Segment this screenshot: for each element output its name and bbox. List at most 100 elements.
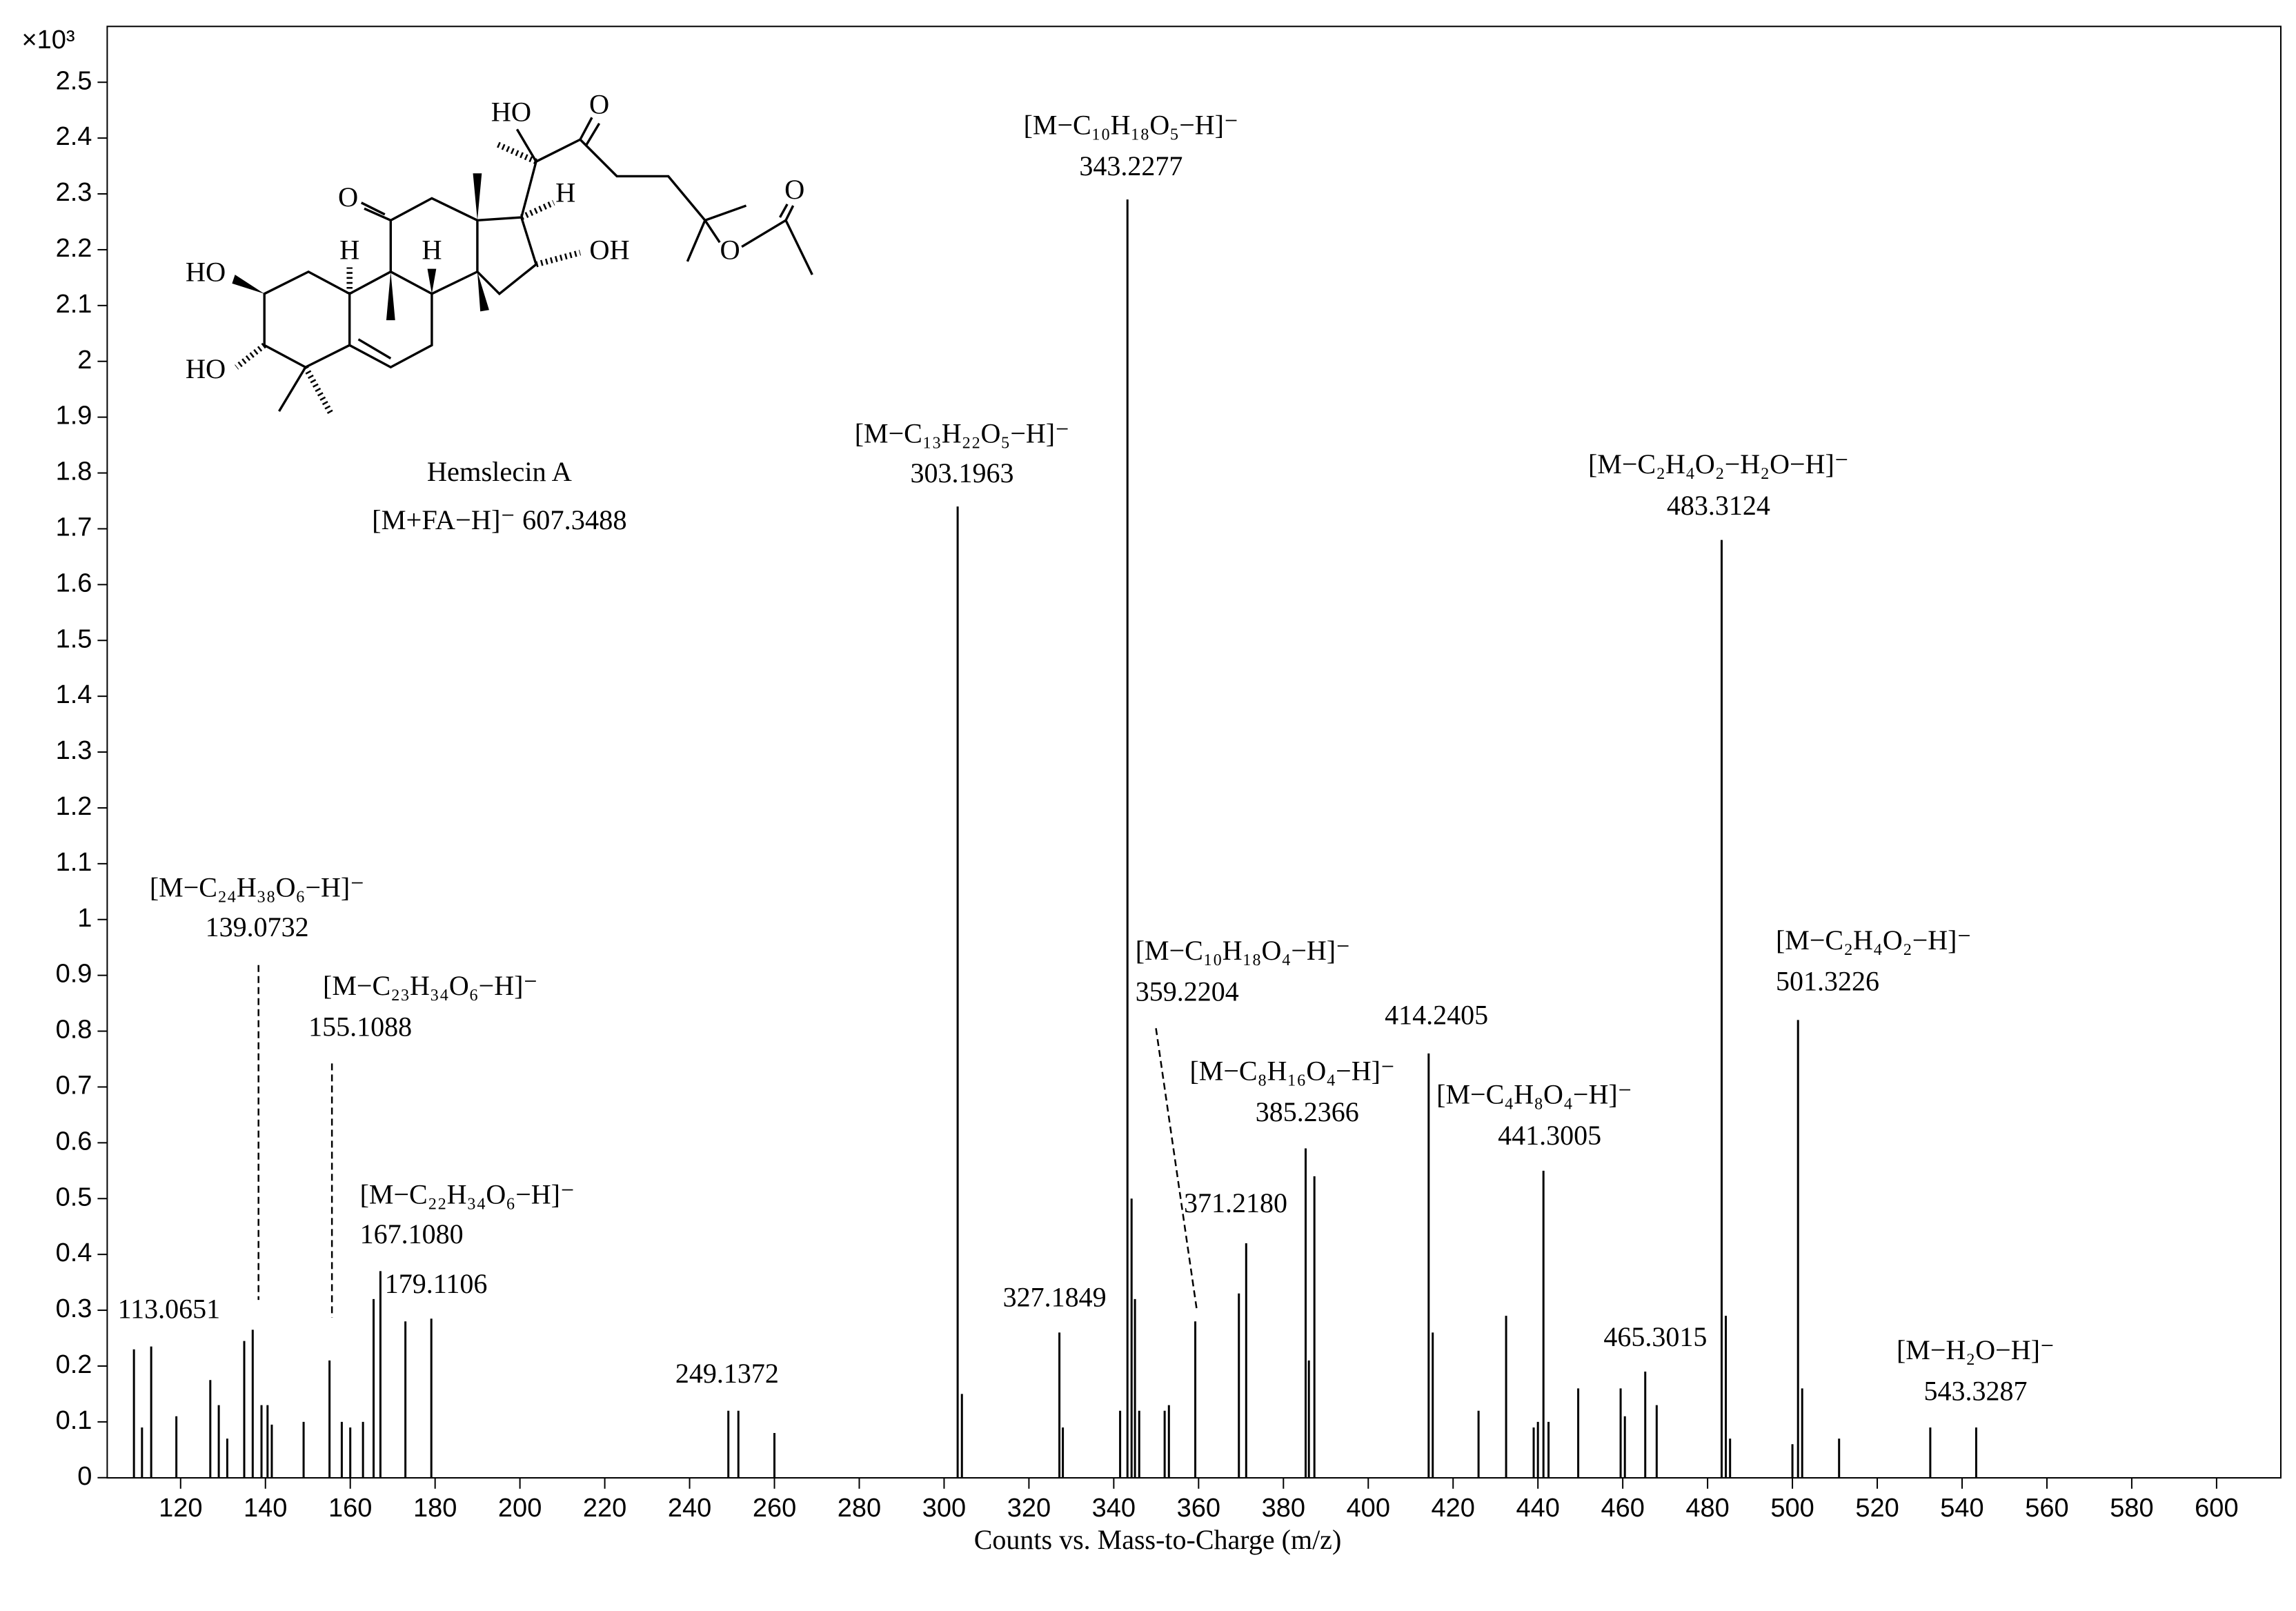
x-tick-label: 140 (244, 1494, 287, 1523)
atom-label: H (339, 234, 359, 265)
x-tick-label: 560 (2025, 1494, 2068, 1523)
y-tick-label: 1.4 (56, 680, 92, 709)
x-tick-label: 440 (1516, 1494, 1559, 1523)
peak-label: 543.3287 (1924, 1376, 2028, 1407)
y-tick-label: 1.1 (56, 848, 92, 877)
peak-formula: [M−C₁₀H₁₈O₄−H]⁻ (1136, 935, 1351, 966)
hashed-bonds (235, 141, 582, 415)
peak-formula: [M−C₂₂H₃₄O₆−H]⁻ (360, 1178, 575, 1209)
y-tick-label: 0.9 (56, 960, 92, 989)
y-tick-label: 0.1 (56, 1406, 92, 1435)
x-tick-label: 260 (753, 1494, 796, 1523)
atom-label: HO (186, 256, 226, 287)
x-tick-label: 300 (922, 1494, 966, 1523)
peak-label: 179.1106 (385, 1268, 488, 1299)
x-tick-label: 400 (1347, 1494, 1390, 1523)
compound-name: Hemslecin A (427, 456, 572, 487)
y-tick-label: 0.6 (56, 1127, 92, 1156)
peak-label: 501.3226 (1776, 966, 1879, 997)
y-tick-label: 2.5 (56, 66, 92, 95)
y-tick-label: 0.5 (56, 1183, 92, 1212)
x-tick-label: 180 (413, 1494, 457, 1523)
x-tick-label: 420 (1432, 1494, 1475, 1523)
wedge-bonds (232, 173, 489, 321)
atom-label: HO (491, 96, 531, 127)
x-tick-label: 500 (1770, 1494, 1814, 1523)
peak-formula: [M−C₁₃H₂₂O₅−H]⁻ (855, 417, 1070, 448)
y-tick-label: 1.8 (56, 457, 92, 486)
peak-formula: [M−C₂₄H₃₈O₆−H]⁻ (150, 871, 365, 902)
peak-label: 343.2277 (1079, 150, 1182, 181)
peak-label: 385.2366 (1256, 1096, 1359, 1127)
peak-label: 327.1849 (1003, 1281, 1107, 1312)
x-tick-label: 220 (583, 1494, 626, 1523)
atom-label: H (555, 177, 575, 208)
x-tick-label: 280 (838, 1494, 881, 1523)
y-tick-label: 2.4 (56, 122, 92, 151)
peak-label: 359.2204 (1136, 976, 1239, 1007)
y-tick-label: 2.3 (56, 178, 92, 207)
peak-label: 167.1080 (360, 1218, 464, 1249)
peak-label: 155.1088 (308, 1011, 412, 1042)
y-tick-label: 0.3 (56, 1294, 92, 1323)
peak-label: 139.0732 (206, 911, 309, 942)
x-tick-label: 480 (1685, 1494, 1729, 1523)
x-axis-title: Counts vs. Mass-to-Charge (m/z) (974, 1524, 1342, 1555)
x-tick-label: 240 (668, 1494, 711, 1523)
y-tick-label: 0.2 (56, 1350, 92, 1379)
peak-label: 113.0651 (118, 1293, 221, 1324)
peak-label: 441.3005 (1498, 1120, 1601, 1151)
y-tick-label: 1.6 (56, 569, 92, 597)
peak-label: 483.3124 (1667, 490, 1770, 521)
x-tick-label: 540 (1940, 1494, 1983, 1523)
x-tick-label: 380 (1262, 1494, 1305, 1523)
atom-label: HO (186, 353, 226, 384)
peak-label: 465.3015 (1603, 1321, 1707, 1352)
peak-label: 303.1963 (910, 457, 1013, 488)
atom-label: OH (589, 234, 629, 265)
y-tick-label: 1 (77, 904, 92, 933)
y-tick-label: 0.4 (56, 1238, 92, 1267)
atom-label: H (422, 234, 442, 265)
x-tick-label: 120 (159, 1494, 202, 1523)
x-tick-label: 320 (1007, 1494, 1051, 1523)
y-tick-label: 1.9 (56, 402, 92, 431)
peak-formula: [M−C₂H₄O₂−H₂O−H]⁻ (1588, 448, 1849, 480)
precursor-ion: [M+FA−H]⁻ 607.3488 (372, 504, 627, 535)
y-tick-label: 1.5 (56, 624, 92, 653)
y-tick-label: 0.7 (56, 1071, 92, 1100)
peak-formula: [M−C₁₀H₁₈O₅−H]⁻ (1024, 109, 1239, 140)
y-tick-label: 1.7 (56, 513, 92, 542)
leader-line (1155, 1028, 1198, 1312)
atom-label: O (589, 89, 609, 120)
peak-formula: [M−C₈H₁₆O₄−H]⁻ (1189, 1055, 1395, 1086)
y-tick-label: 2 (77, 346, 92, 375)
x-tick-label: 360 (1177, 1494, 1220, 1523)
y-tick-label: 1.3 (56, 736, 92, 765)
y-tick-label: 2.1 (56, 290, 92, 319)
peak-label: 414.2405 (1385, 1000, 1488, 1031)
peak-formula: [M−C₂₃H₃₄O₆−H]⁻ (323, 970, 538, 1001)
x-tick-label: 580 (2110, 1494, 2153, 1523)
x-tick-label: 520 (1855, 1494, 1899, 1523)
structure: HO O H O H H OH HO HO O O Hemslecin A [M… (186, 89, 813, 535)
x-tick-label: 160 (328, 1494, 372, 1523)
atom-label: O (720, 234, 740, 265)
y-tick-label: 1.2 (56, 792, 92, 821)
peak-formula: [M−C₄H₈O₄−H]⁻ (1436, 1079, 1632, 1110)
x-tick-label: 600 (2195, 1494, 2238, 1523)
atom-label: O (784, 174, 804, 205)
x-tick-label: 200 (498, 1494, 542, 1523)
x-tick-label: 340 (1092, 1494, 1136, 1523)
y-multiplier: ×10³ (21, 26, 75, 55)
atom-label: O (338, 181, 358, 213)
peak-formula: [M−H₂O−H]⁻ (1897, 1334, 2055, 1365)
y-tick-label: 2.2 (56, 234, 92, 263)
peak-label: 249.1372 (675, 1358, 779, 1389)
y-tick-label: 0 (77, 1462, 92, 1491)
y-tick-label: 0.8 (56, 1016, 92, 1045)
bond-skeleton (263, 117, 813, 412)
x-tick-label: 460 (1601, 1494, 1644, 1523)
